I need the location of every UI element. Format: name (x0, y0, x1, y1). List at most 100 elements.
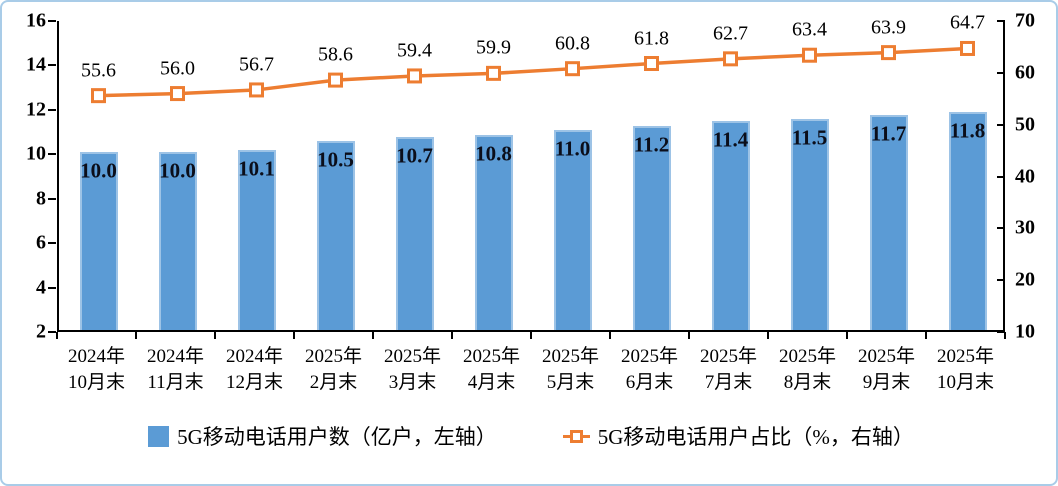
bar-value-label: 10.0 (80, 158, 117, 183)
bar-series-swatch-icon (148, 425, 170, 447)
x-axis-tick-mark (214, 332, 216, 339)
x-axis-category-label: 2025年 8月末 (778, 346, 836, 393)
bar-value-label: 10.1 (238, 156, 275, 181)
bar (869, 114, 908, 330)
line-value-label: 63.9 (871, 16, 906, 39)
left-axis-tick-mark (48, 108, 56, 111)
bar (395, 136, 434, 330)
bar-value-label: 10.8 (475, 141, 512, 165)
line-marker-icon (328, 72, 343, 88)
line-value-label: 59.4 (397, 39, 432, 62)
x-axis-tick-mark (767, 332, 769, 339)
line-series (91, 40, 975, 104)
right-axis-tick-mark (997, 227, 1005, 230)
right-axis-tick-mark (997, 279, 1005, 282)
x-axis-tick-mark (372, 332, 374, 339)
line-marker-icon (644, 56, 659, 72)
right-axis-tick-label: 60 (1015, 61, 1035, 84)
bar-value-label: 11.2 (633, 132, 670, 157)
x-axis-tick-mark (609, 332, 611, 339)
left-axis-tick-label: 12 (26, 98, 46, 121)
line-value-label: 58.6 (318, 43, 353, 66)
bar (237, 150, 276, 330)
line-marker-icon (723, 51, 738, 67)
left-axis-tick-label: 2 (36, 320, 46, 343)
line-value-label: 60.8 (555, 32, 590, 55)
right-axis-tick-mark (997, 175, 1005, 178)
bar-value-label: 11.7 (870, 121, 907, 146)
x-axis-tick-mark (451, 332, 453, 339)
right-axis-tick-mark (997, 20, 1005, 22)
left-axis-tick-mark (48, 197, 56, 200)
line-marker-icon (407, 68, 422, 84)
bar (474, 134, 513, 330)
bar-value-label: 10.5 (317, 147, 354, 172)
x-axis-tick-mark (688, 332, 690, 339)
line-marker-icon (486, 65, 501, 81)
x-axis-category-label: 2024年 10月末 (67, 346, 125, 393)
x-axis-category-label: 2025年 3月末 (383, 346, 441, 393)
right-axis-tick-label: 40 (1015, 165, 1035, 187)
x-axis-category-label: 2025年 6月末 (620, 346, 678, 393)
bar-value-label: 11.4 (712, 127, 749, 152)
x-axis-category-label: 2025年 2月末 (304, 346, 362, 393)
bar (158, 152, 197, 330)
x-axis-category-label: 2025年 7月末 (699, 346, 757, 393)
legend-item-bar-series: 5G移动电话用户数（亿户，左轴） (148, 421, 497, 451)
bar-value-label: 10.7 (396, 143, 433, 168)
x-axis-category-label: 2024年 11月末 (146, 346, 204, 393)
left-axis-tick-mark (48, 153, 56, 156)
left-axis-tick-label: 8 (36, 187, 46, 210)
x-axis-tick-mark (1004, 332, 1006, 339)
line-value-label: 61.8 (634, 27, 669, 49)
right-axis-tick-label: 30 (1015, 216, 1035, 239)
line-value-label: 59.9 (476, 36, 511, 59)
left-axis-tick-label: 14 (26, 53, 46, 76)
line-value-label: 55.6 (81, 59, 116, 82)
left-axis-tick-mark (48, 64, 56, 67)
right-axis-tick-label: 70 (1015, 9, 1035, 32)
line-marker-icon (802, 47, 817, 63)
left-axis-tick-mark (48, 20, 56, 22)
right-axis-tick-mark (997, 123, 1005, 126)
legend: 5G移动电话用户数（亿户，左轴） 5G移动电话用户占比（%，右轴） (2, 421, 1056, 451)
bar (316, 141, 355, 330)
line-marker-icon (960, 40, 975, 56)
left-axis-tick-mark (48, 286, 56, 289)
bar (790, 118, 829, 330)
right-axis-tick-mark (997, 331, 1005, 333)
bar (79, 152, 118, 330)
legend-label-bar-series: 5G移动电话用户数（亿户，左轴） (177, 425, 497, 449)
right-axis-tick-label: 20 (1015, 268, 1035, 291)
line-marker-icon (170, 86, 185, 102)
line-value-label: 62.7 (713, 22, 748, 45)
right-axis-tick-mark (997, 71, 1005, 74)
bar (632, 125, 671, 330)
line-series-swatch-icon (562, 429, 590, 443)
legend-item-line-series: 5G移动电话用户占比（%，右轴） (562, 421, 914, 451)
line-value-label: 63.4 (792, 18, 827, 41)
x-axis-category-label: 2025年 4月末 (462, 346, 520, 393)
line-marker-icon (91, 88, 106, 104)
bar-value-label: 11.8 (949, 118, 986, 143)
right-axis-tick-label: 10 (1015, 320, 1035, 343)
line-path (98, 46, 968, 98)
legend-label-line-series: 5G移动电话用户占比（%，右轴） (597, 425, 914, 449)
x-axis-category-label: 2025年 10月末 (936, 346, 994, 393)
x-axis-tick-mark (925, 332, 927, 339)
right-axis-tick-label: 50 (1015, 113, 1035, 136)
left-axis-tick-mark (48, 242, 56, 245)
line-value-label: 56.7 (239, 53, 274, 76)
bar-value-label: 11.0 (554, 136, 591, 161)
bar (553, 130, 592, 330)
line-value-label: 64.7 (950, 11, 985, 34)
left-axis-tick-label: 4 (36, 276, 46, 299)
bar-value-label: 10.0 (159, 158, 196, 183)
x-axis-tick-mark (135, 332, 137, 339)
left-axis-tick-label: 16 (26, 9, 46, 32)
x-axis-tick-mark (56, 332, 58, 339)
bar-value-label: 11.5 (791, 125, 828, 150)
line-marker-icon (565, 61, 580, 77)
x-axis-category-label: 2024年 12月末 (225, 346, 283, 393)
